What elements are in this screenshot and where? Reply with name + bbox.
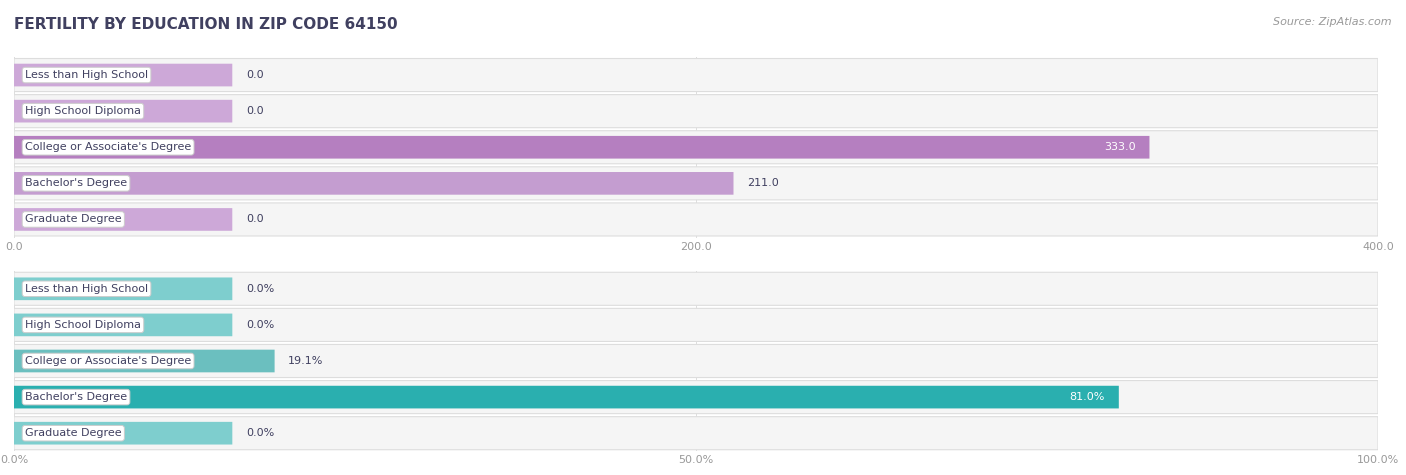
FancyBboxPatch shape	[14, 100, 232, 123]
Text: Graduate Degree: Graduate Degree	[25, 428, 121, 438]
FancyBboxPatch shape	[14, 64, 232, 86]
Text: Bachelor's Degree: Bachelor's Degree	[25, 392, 127, 402]
FancyBboxPatch shape	[14, 203, 1378, 236]
Text: 333.0: 333.0	[1104, 142, 1136, 152]
FancyBboxPatch shape	[14, 422, 232, 445]
FancyBboxPatch shape	[14, 350, 274, 372]
Text: 0.0: 0.0	[246, 106, 263, 116]
Text: 0.0%: 0.0%	[246, 428, 274, 438]
FancyBboxPatch shape	[14, 308, 1378, 342]
FancyBboxPatch shape	[14, 417, 1378, 450]
Text: 19.1%: 19.1%	[288, 356, 323, 366]
Text: High School Diploma: High School Diploma	[25, 106, 141, 116]
Text: Less than High School: Less than High School	[25, 70, 148, 80]
FancyBboxPatch shape	[14, 344, 1378, 378]
Text: 0.0%: 0.0%	[246, 320, 274, 330]
FancyBboxPatch shape	[14, 314, 232, 336]
FancyBboxPatch shape	[14, 136, 1150, 159]
Text: Source: ZipAtlas.com: Source: ZipAtlas.com	[1274, 17, 1392, 27]
FancyBboxPatch shape	[14, 208, 232, 231]
FancyBboxPatch shape	[14, 95, 1378, 128]
Text: 81.0%: 81.0%	[1070, 392, 1105, 402]
Text: 0.0%: 0.0%	[246, 284, 274, 294]
FancyBboxPatch shape	[14, 131, 1378, 164]
FancyBboxPatch shape	[14, 172, 734, 195]
Text: Bachelor's Degree: Bachelor's Degree	[25, 178, 127, 189]
FancyBboxPatch shape	[14, 58, 1378, 92]
FancyBboxPatch shape	[14, 277, 232, 300]
Text: College or Associate's Degree: College or Associate's Degree	[25, 356, 191, 366]
Text: High School Diploma: High School Diploma	[25, 320, 141, 330]
Text: FERTILITY BY EDUCATION IN ZIP CODE 64150: FERTILITY BY EDUCATION IN ZIP CODE 64150	[14, 17, 398, 32]
FancyBboxPatch shape	[14, 272, 1378, 305]
FancyBboxPatch shape	[14, 167, 1378, 200]
FancyBboxPatch shape	[14, 386, 1119, 408]
Text: College or Associate's Degree: College or Associate's Degree	[25, 142, 191, 152]
Text: 0.0: 0.0	[246, 70, 263, 80]
Text: Less than High School: Less than High School	[25, 284, 148, 294]
Text: 211.0: 211.0	[747, 178, 779, 189]
Text: 0.0: 0.0	[246, 214, 263, 225]
Text: Graduate Degree: Graduate Degree	[25, 214, 121, 225]
FancyBboxPatch shape	[14, 380, 1378, 414]
